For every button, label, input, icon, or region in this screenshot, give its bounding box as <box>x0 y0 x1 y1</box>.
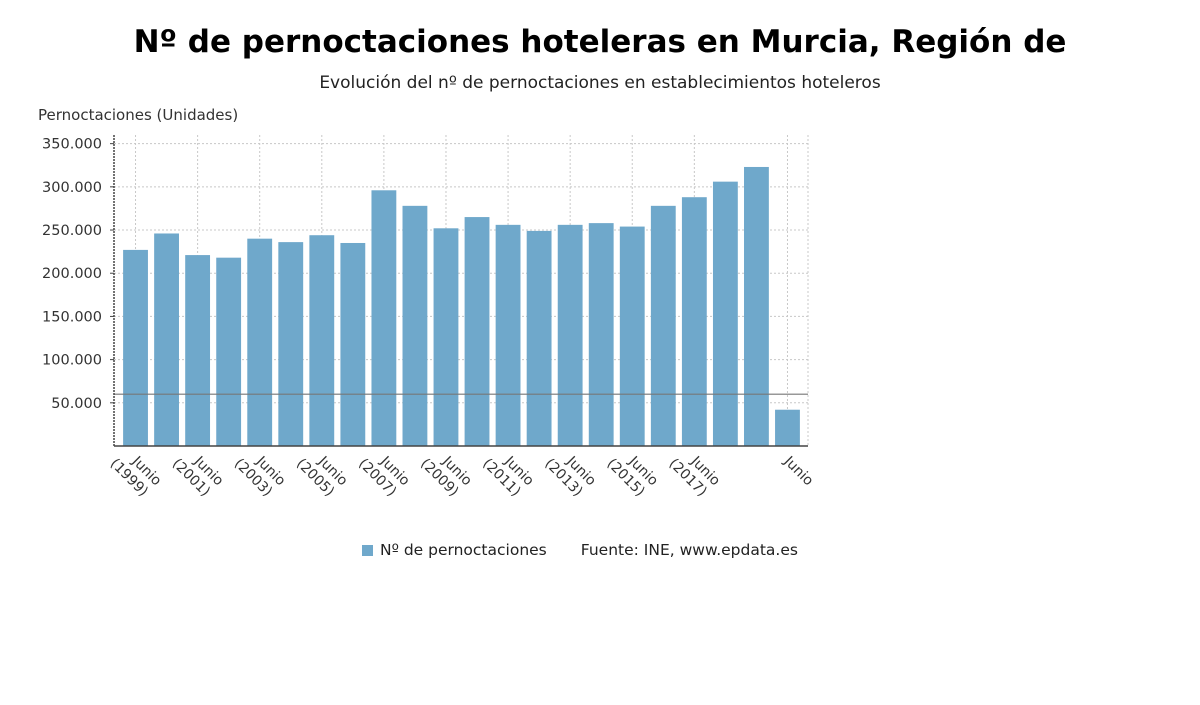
x-tick-labels: Junio(1999) Junio(2001) Junio(2003) Junio(2… <box>107 444 816 502</box>
bar <box>185 255 211 446</box>
bar <box>216 257 242 446</box>
bar <box>154 233 179 446</box>
bar <box>619 226 645 446</box>
bar <box>712 181 738 446</box>
chart-subtitle: Evolución del nº de pernoctaciones en es… <box>319 73 881 93</box>
y-tick-label: 200.000 <box>42 266 102 282</box>
bar <box>744 166 769 447</box>
x-tick-label-line: Junio <box>780 453 816 489</box>
bar <box>247 238 273 446</box>
bar <box>588 223 614 446</box>
y-tick-label: 150.000 <box>42 309 102 325</box>
chart-title: Nº de pernoctaciones hoteleras en Murcia… <box>133 24 1067 60</box>
x-tick-label: Junio(2015) <box>604 444 662 502</box>
x-tick-label: Junio(2003) <box>231 444 289 502</box>
legend-series-label: Nº de pernoctaciones <box>380 541 547 559</box>
bar <box>464 217 490 446</box>
legend-swatch <box>362 544 373 556</box>
bar <box>123 249 148 446</box>
x-tick-label: Junio <box>780 453 816 489</box>
bar <box>371 190 397 446</box>
bar <box>650 205 676 446</box>
axes <box>110 135 808 447</box>
bar <box>309 235 335 446</box>
y-tick-label: 300.000 <box>42 180 102 196</box>
bar <box>495 224 521 446</box>
x-tick-label: Junio(2011) <box>479 444 537 502</box>
source-note: Fuente: INE, www.epdata.es <box>580 541 798 559</box>
x-tick-label: Junio(2013) <box>541 444 599 502</box>
legend: Nº de pernoctaciones Fuente: INE, www.ep… <box>362 541 798 559</box>
x-tick-label: Junio(2001) <box>169 444 227 502</box>
y-tick-label: 100.000 <box>42 353 102 369</box>
y-tick-label: 250.000 <box>42 223 102 239</box>
bar <box>278 242 304 446</box>
y-tick-label: 350.000 <box>42 137 102 153</box>
x-tick-label: Junio(2009) <box>417 444 475 502</box>
y-tick-label: 50.000 <box>51 396 102 412</box>
bar <box>775 409 800 446</box>
bar <box>526 230 552 446</box>
bar <box>433 228 459 446</box>
x-tick-label: Junio(2005) <box>293 444 351 502</box>
bars <box>123 166 800 447</box>
y-axis-label: Pernoctaciones (Unidades) <box>38 106 238 124</box>
y-tick-labels: 50.000 100.000 150.000 200.000 250.000 300.00… <box>42 137 102 412</box>
bar <box>557 224 583 446</box>
x-tick-label: Junio(1999) <box>107 444 165 502</box>
bar <box>402 205 428 446</box>
bar <box>681 197 707 446</box>
x-tick-label: Junio(2007) <box>355 444 413 502</box>
bar-chart: Pernoctaciones (Unidades) 50.000 100.000 1… <box>38 106 816 502</box>
bar <box>340 242 366 446</box>
x-tick-label: Junio(2017) <box>666 444 724 502</box>
